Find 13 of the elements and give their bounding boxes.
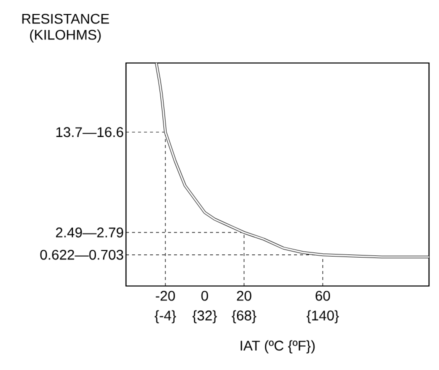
- ref-line-label: 0.622—0.703: [40, 250, 124, 260]
- x2-tick-label: {-4}: [154, 310, 176, 324]
- x-axis-title: IAT (ºC {ºF}): [240, 340, 315, 354]
- y-axis-title: RESISTANCE (KILOHMS): [22, 14, 110, 43]
- ref-line-label: 13.7—16.6: [56, 127, 124, 138]
- ref-line-label: 2.49—2.79: [56, 228, 124, 238]
- x-tick-label: 60: [316, 290, 330, 301]
- x2-tick-label: {32}: [192, 310, 217, 324]
- x2-tick-label: {140}: [306, 310, 339, 324]
- x-tick-label: 0: [201, 290, 208, 301]
- x2-tick-label: {68}: [232, 310, 256, 324]
- x-tick-label: -20: [156, 290, 175, 301]
- x-tick-label: 20: [236, 290, 252, 301]
